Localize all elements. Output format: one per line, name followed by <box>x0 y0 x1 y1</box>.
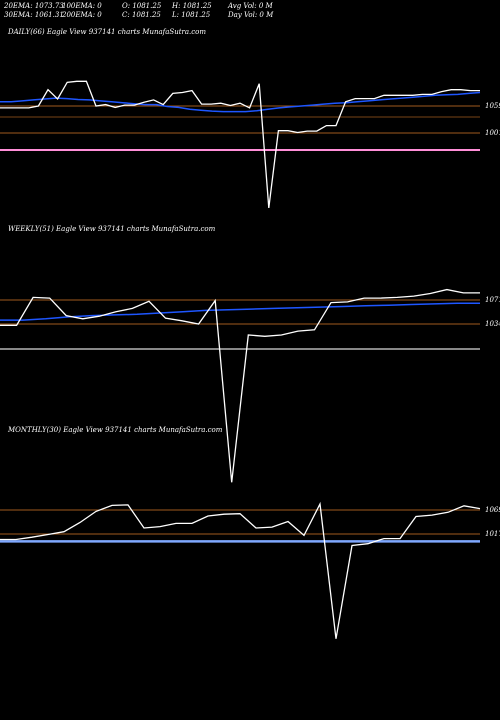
monthly-panel-title: MONTHLY(30) Eagle View 937141 charts Mun… <box>8 426 223 434</box>
low-label: L: 1081.25 <box>172 11 211 19</box>
daily-level-label-1059: 1059 <box>485 102 500 110</box>
monthly-level-label-1017: 1017 <box>485 530 500 538</box>
weekly-level-label-1034: 1034 <box>485 320 500 328</box>
weekly-panel-title: WEEKLY(51) Eagle View 937141 charts Muna… <box>8 225 216 233</box>
monthly-level-label-1069: 1069 <box>485 506 500 514</box>
day-vol-label: Day Vol: 0 M <box>228 11 274 19</box>
avg-vol-label: Avg Vol: 0 M <box>228 2 273 10</box>
ema200-label: 200EMA: 0 <box>62 11 102 19</box>
ema20-label: 20EMA: 1073.73 <box>4 2 64 10</box>
monthly-price-line <box>0 501 481 639</box>
daily-price-line <box>0 80 480 208</box>
weekly-ema-line <box>0 302 480 321</box>
high-label: H: 1081.25 <box>172 2 212 10</box>
daily-ema-line <box>0 91 481 113</box>
open-label: O: 1081.25 <box>122 2 162 10</box>
weekly-price-line <box>0 288 480 483</box>
ema30-label: 30EMA: 1061.31 <box>4 11 64 19</box>
daily-panel-title: DAILY(66) Eagle View 937141 charts Munaf… <box>8 28 207 36</box>
ema100-label: 100EMA: 0 <box>62 2 102 10</box>
close-label: C: 1081.25 <box>122 11 161 19</box>
